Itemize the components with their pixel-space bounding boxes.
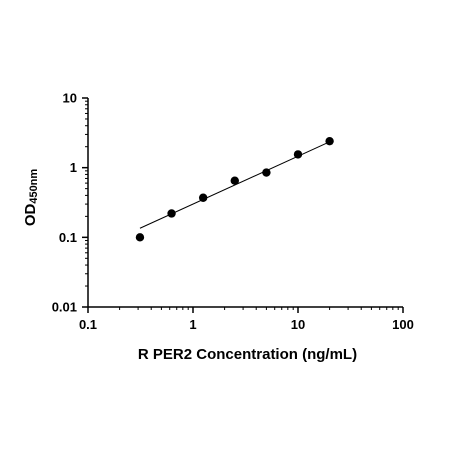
x-axis-title: R PER2 Concentration (ng/mL) [138, 346, 357, 363]
data-points [135, 136, 334, 242]
y-axis-title-subscript: 450nm [28, 169, 40, 204]
x-tick-label: 0.1 [79, 317, 97, 332]
x-tick-label: 1 [189, 317, 196, 332]
y-tick-label: 0.01 [52, 300, 77, 315]
data-point [135, 233, 145, 242]
y-axis-title: OD450nm [22, 169, 40, 227]
x-tick-label: 10 [291, 317, 305, 332]
data-point [230, 176, 239, 185]
y-tick-label: 1 [70, 160, 77, 175]
x-tick-label: 100 [392, 317, 414, 332]
y-tick-label: 10 [63, 91, 77, 106]
data-point [167, 209, 176, 218]
y-ticks: 0.01 0.1 1 10 [52, 91, 88, 315]
x-ticks: 0.1 1 10 100 [79, 307, 414, 332]
y-tick-label: 0.1 [59, 230, 77, 245]
data-point [325, 136, 334, 146]
data-point [293, 150, 303, 159]
data-point [262, 168, 271, 177]
axes [87, 98, 403, 308]
data-point [198, 193, 208, 202]
y-axis-title-main: OD [22, 204, 39, 227]
